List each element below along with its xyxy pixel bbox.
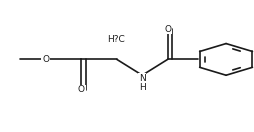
Text: O: O: [42, 55, 49, 64]
Text: O: O: [164, 25, 171, 34]
Text: N: N: [139, 74, 146, 83]
Text: O: O: [78, 85, 85, 94]
Text: H: H: [139, 83, 146, 92]
Text: H?C: H?C: [107, 35, 124, 44]
